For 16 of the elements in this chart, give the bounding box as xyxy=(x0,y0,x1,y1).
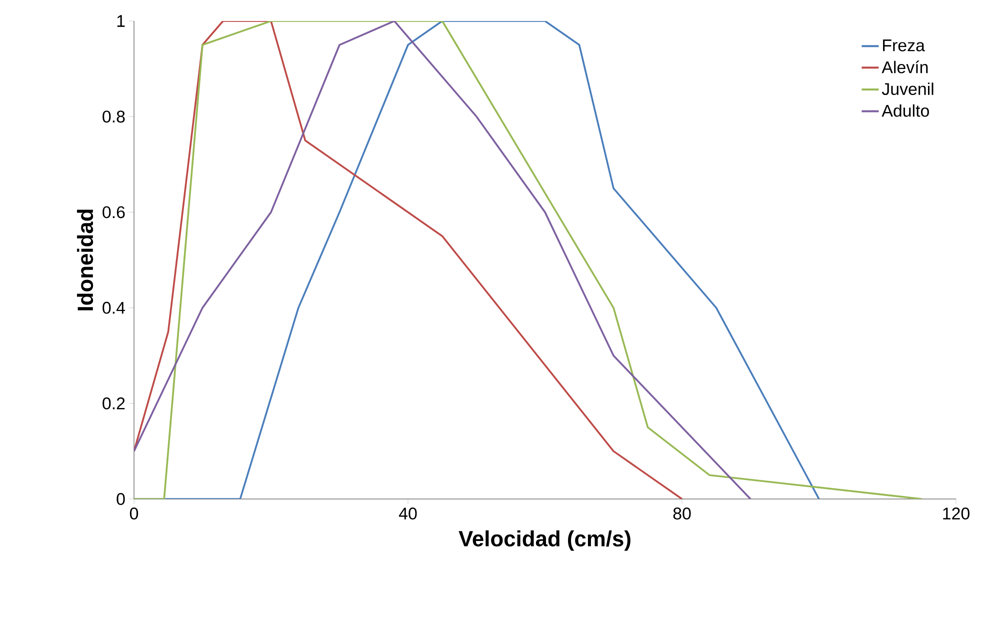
y-axis-title: Idoneidad xyxy=(76,210,94,310)
x-tick-label: 80 xyxy=(673,508,691,520)
x-tick-label: 40 xyxy=(398,508,417,520)
y-tick-label: 0 xyxy=(116,493,125,505)
x-axis-title: Velocidad (cm/s) xyxy=(458,530,630,551)
x-tick-label: 0 xyxy=(130,508,138,520)
y-tick-label: 0.2 xyxy=(102,397,125,410)
y-tick-label: 0.6 xyxy=(102,206,125,218)
y-tick-label: 0.4 xyxy=(102,302,125,314)
legend-label: Alevín xyxy=(882,60,928,74)
x-tick-label: 120 xyxy=(943,508,970,520)
y-tick-label: 0.8 xyxy=(102,110,125,123)
legend-label: Freza xyxy=(883,40,925,52)
legend-label: Juvenil xyxy=(882,82,934,96)
legend-label: Adulto xyxy=(882,104,929,117)
y-tick-label: 1 xyxy=(117,15,125,27)
